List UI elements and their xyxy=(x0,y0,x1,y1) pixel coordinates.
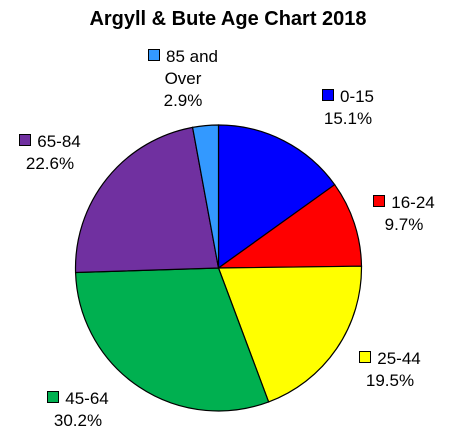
legend-swatch xyxy=(148,49,160,61)
category-label: 45-64 xyxy=(65,389,109,408)
pie-slice xyxy=(74,126,220,274)
pie-slice xyxy=(216,183,363,269)
legend-line: 45-64 xyxy=(33,388,123,410)
slice-label: 45-64 30.2% xyxy=(33,388,123,431)
value-label-line: 22.6% xyxy=(5,153,95,175)
value-label: 2.9% xyxy=(163,91,203,110)
legend-swatch xyxy=(373,195,386,207)
legend-swatch xyxy=(19,134,32,146)
value-label: 22.6% xyxy=(25,154,75,173)
slice-label: 16-24 9.7% xyxy=(359,192,449,236)
value-label-line: 15.1% xyxy=(303,108,393,130)
chart-title: Argyll & Bute Age Chart 2018 xyxy=(89,8,367,30)
value-label-line: 2.9% xyxy=(144,90,222,112)
value-label-line: 19.5% xyxy=(345,370,435,392)
legend-swatch xyxy=(321,89,334,101)
value-label: 9.7% xyxy=(384,215,424,234)
category-label: 85 and Over xyxy=(164,47,218,88)
legend-line: 16-24 xyxy=(359,192,449,214)
value-label-line: 9.7% xyxy=(359,214,449,236)
pie-slice xyxy=(191,124,220,269)
slice-label: 0-15 15.1% xyxy=(303,86,393,130)
legend-line: 0-15 xyxy=(303,86,393,108)
value-label: 19.5% xyxy=(365,371,415,390)
pie-slice xyxy=(217,265,363,403)
category-label: 65-84 xyxy=(37,132,81,151)
value-label-line: 30.2% xyxy=(33,410,123,431)
slice-label: 25-44 19.5% xyxy=(345,348,435,392)
legend-swatch xyxy=(47,391,60,403)
category-label: 0-15 xyxy=(339,87,375,106)
category-label: 25-44 xyxy=(377,349,421,368)
slice-label: 65-84 22.6% xyxy=(5,131,95,175)
legend-swatch xyxy=(359,351,372,363)
legend-line: 25-44 xyxy=(345,348,435,370)
category-label: 16-24 xyxy=(391,193,435,212)
value-label: 15.1% xyxy=(323,109,373,128)
pie-slice xyxy=(217,124,336,270)
legend-line: 85 and Over xyxy=(144,46,222,90)
legend-line: 65-84 xyxy=(5,131,95,153)
value-label: 30.2% xyxy=(53,411,103,430)
slice-label: 85 and Over 2.9% xyxy=(144,46,222,112)
pie-slice xyxy=(74,267,270,412)
